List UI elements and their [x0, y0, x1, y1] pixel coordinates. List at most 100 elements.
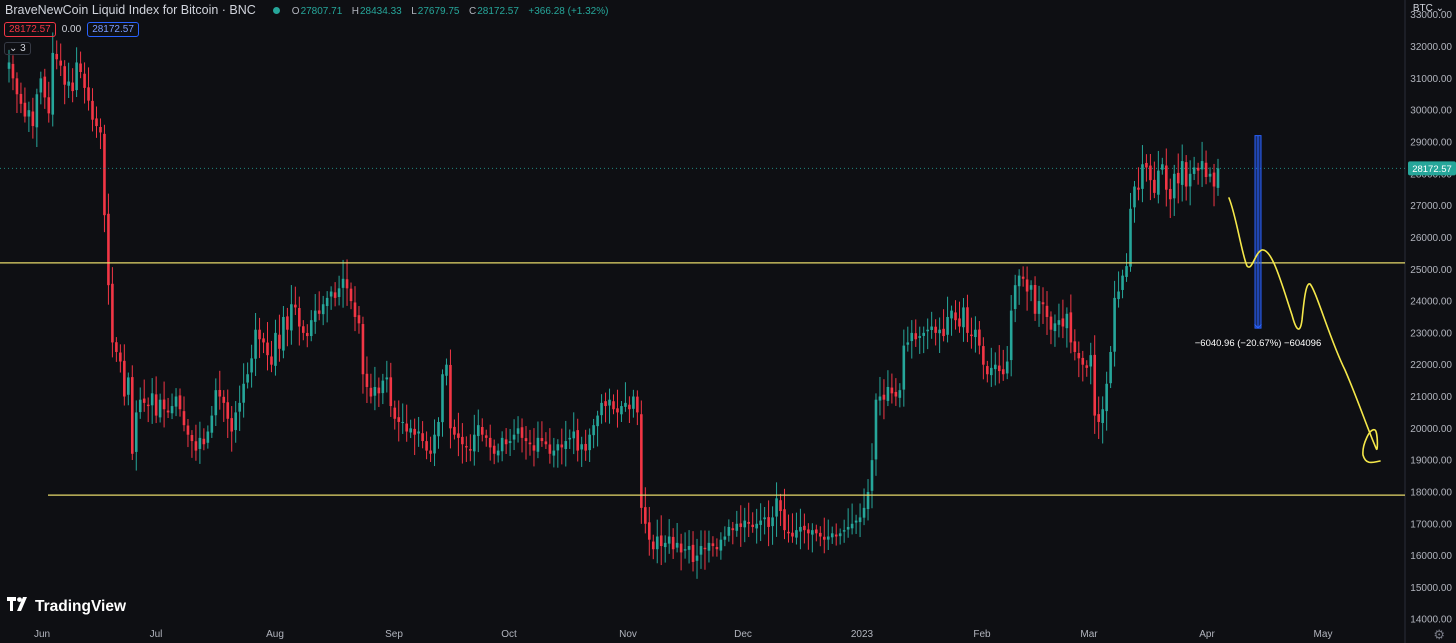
candle-body [560, 444, 564, 448]
y-tick-label: 24000.00 [1410, 297, 1452, 308]
candle-body [79, 63, 82, 72]
candle-body [341, 278, 345, 288]
y-tick-label: 31000.00 [1410, 74, 1452, 85]
candle-body [683, 549, 687, 551]
y-tick-label: 14000.00 [1410, 615, 1452, 626]
symbol-title[interactable]: BraveNewCoin Liquid Index for Bitcoin · … [5, 3, 256, 17]
candle-body [647, 522, 651, 540]
x-tick-label: May [1314, 629, 1333, 640]
candle-body [954, 312, 957, 321]
candle-body [667, 536, 671, 544]
candle-body [353, 302, 357, 317]
candle-body [429, 450, 432, 454]
candle-body [838, 533, 842, 537]
y-tick-label: 18000.00 [1410, 487, 1452, 498]
tradingview-logo[interactable]: TradingView [7, 597, 126, 616]
candle-body [194, 441, 198, 451]
candle-body [138, 399, 142, 413]
candle-body [795, 530, 798, 538]
candle-body [441, 374, 444, 423]
candle-body [127, 377, 130, 395]
candle-body [862, 507, 866, 518]
y-tick-label: 27000.00 [1410, 201, 1452, 212]
candle-body [146, 404, 150, 407]
candle-body [1045, 305, 1049, 317]
candle-body [238, 402, 241, 412]
candle-body [27, 110, 31, 117]
candle-body [286, 316, 289, 330]
candle-body [540, 438, 544, 442]
candle-body [1021, 276, 1025, 279]
candle-body [604, 401, 607, 407]
candle-body [890, 387, 894, 394]
candle-body [1001, 369, 1005, 375]
buy-price-button[interactable]: 28172.57 [87, 22, 139, 37]
candle-body [178, 395, 182, 410]
candle-body [1081, 357, 1085, 365]
candle-body [349, 288, 353, 302]
x-tick-label: Apr [1199, 629, 1215, 640]
candle-body [512, 434, 516, 440]
candle-body [1180, 161, 1184, 185]
candle-body [902, 345, 906, 390]
chart-settings-icon[interactable]: ⚙ [1433, 627, 1445, 642]
candle-body [75, 62, 78, 91]
candle-body [699, 546, 703, 555]
candle-body [301, 326, 305, 333]
candle-body [488, 437, 492, 448]
candle-body [846, 526, 850, 530]
indicators-collapse-button[interactable]: ⌄ 3 [4, 42, 31, 55]
candle-body [91, 100, 94, 120]
candle-body [222, 396, 226, 403]
y-tick-label: 23000.00 [1410, 328, 1452, 339]
candle-body [1097, 414, 1100, 422]
y-tick-label: 20000.00 [1410, 424, 1452, 435]
candle-body [866, 491, 870, 510]
candle-body [119, 352, 122, 362]
candle-body [254, 329, 257, 359]
candle-body [453, 426, 456, 435]
candle-body [783, 509, 786, 531]
candle-body [381, 380, 385, 394]
candle-body [321, 304, 325, 315]
candle-body [1153, 179, 1156, 193]
candle-body [715, 547, 719, 550]
ohlc-high: H28434.33 [351, 6, 402, 17]
candle-body [401, 421, 405, 423]
candle-body [369, 387, 373, 397]
candle-body [413, 428, 416, 435]
candle-body [1013, 285, 1017, 310]
candle-body [19, 93, 23, 104]
candle-body [620, 406, 623, 415]
candle-body [568, 437, 572, 440]
candle-body [226, 402, 230, 419]
candle-body [1196, 167, 1200, 171]
candle-body [325, 297, 329, 307]
ohlc-low: L27679.75 [411, 6, 460, 17]
candle-body [596, 415, 599, 427]
sell-price-button[interactable]: 28172.57 [4, 22, 56, 37]
candle-body [23, 102, 27, 117]
chevron-down-icon: ⌄ [1435, 3, 1444, 14]
candle-body [305, 332, 309, 337]
candle-body [162, 399, 166, 410]
currency-selector[interactable]: BTC ⌄ [1413, 3, 1444, 14]
candle-body [214, 390, 218, 416]
candle-body [739, 523, 743, 527]
candle-body [556, 444, 560, 451]
x-tick-label: Sep [385, 629, 403, 640]
candle-body [1172, 173, 1176, 199]
candle-body [1216, 168, 1220, 188]
candle-body [457, 433, 460, 438]
candle-body [317, 310, 321, 314]
candle-body [898, 390, 902, 398]
candle-body [1129, 208, 1132, 267]
candle-body [675, 542, 679, 548]
bid-ask-row: 28172.57 0.00 28172.57 [4, 22, 139, 37]
candle-body [1208, 173, 1212, 177]
candle-body [516, 428, 520, 434]
candle-body [1117, 291, 1120, 300]
candle-body [727, 526, 731, 536]
candle-body [99, 126, 102, 133]
